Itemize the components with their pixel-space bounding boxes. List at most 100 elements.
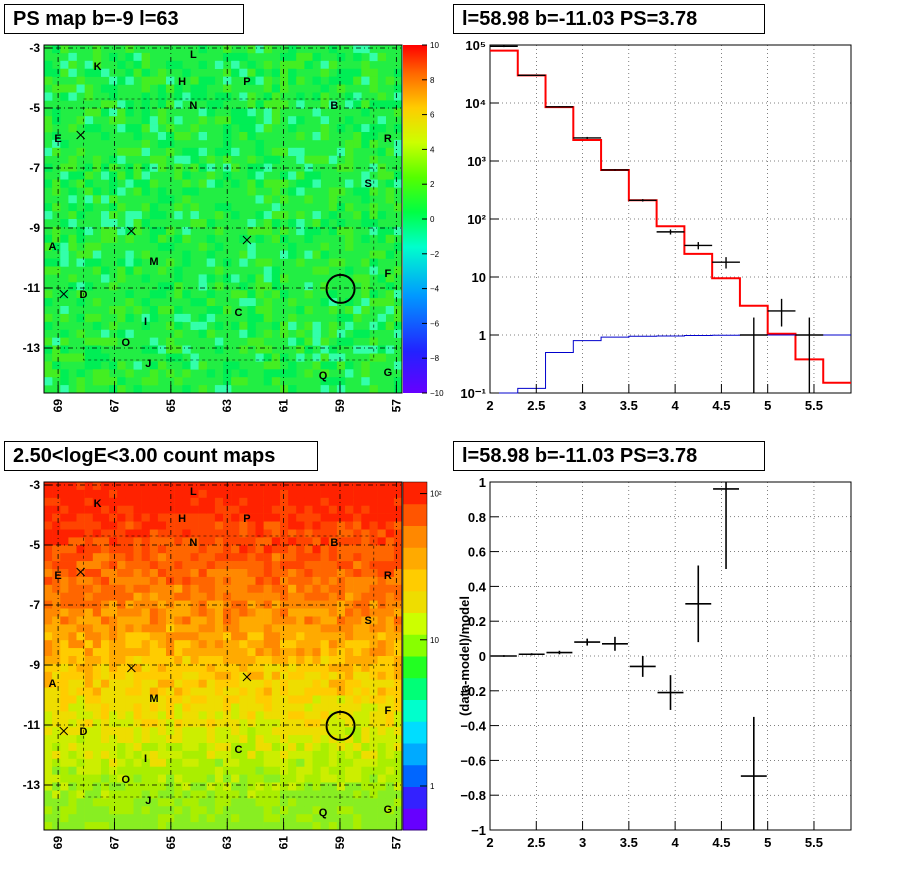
map-cell bbox=[304, 482, 313, 491]
map-cell bbox=[44, 203, 53, 212]
map-cell bbox=[182, 663, 191, 673]
map-cell bbox=[320, 703, 329, 712]
map-cell bbox=[320, 250, 329, 259]
map-cell bbox=[190, 92, 199, 101]
map-cell bbox=[247, 553, 256, 562]
map-cell bbox=[239, 561, 248, 570]
map-cell bbox=[92, 545, 102, 554]
map-cell bbox=[312, 806, 321, 815]
map-cell bbox=[76, 671, 85, 680]
map-cell bbox=[320, 298, 329, 307]
map-cell bbox=[206, 274, 216, 283]
map-cell bbox=[304, 576, 313, 586]
map-cell bbox=[353, 561, 362, 570]
map-cell bbox=[280, 624, 289, 633]
map-cell bbox=[133, 648, 142, 657]
map-cell bbox=[239, 656, 248, 665]
map-cell bbox=[198, 632, 207, 641]
map-cell bbox=[149, 806, 159, 815]
map-cell bbox=[345, 68, 354, 77]
map-cell bbox=[198, 489, 207, 499]
map-cell bbox=[296, 116, 305, 125]
map-cell bbox=[263, 632, 273, 641]
map-cell bbox=[336, 766, 346, 775]
map-cell bbox=[223, 711, 232, 720]
map-cell bbox=[271, 521, 281, 530]
map-cell bbox=[369, 545, 378, 554]
map-cell bbox=[336, 84, 346, 93]
map-cell bbox=[320, 345, 329, 354]
y-tick-label: 0.2 bbox=[468, 614, 486, 629]
map-cell bbox=[271, 671, 281, 680]
map-cell bbox=[174, 774, 183, 783]
map-cell bbox=[84, 361, 94, 370]
map-cell bbox=[76, 743, 85, 752]
map-cell bbox=[320, 497, 329, 506]
map-cell bbox=[76, 369, 85, 378]
map-cell bbox=[141, 116, 150, 125]
map-cell bbox=[76, 766, 85, 775]
map-cell bbox=[206, 806, 216, 815]
map-cell bbox=[247, 743, 256, 752]
map-cell bbox=[182, 505, 191, 514]
map-cell bbox=[296, 640, 305, 649]
map-cell bbox=[320, 822, 329, 831]
map-cell bbox=[125, 711, 134, 720]
map-cell bbox=[157, 695, 167, 704]
map-cell bbox=[206, 306, 216, 315]
map-cell bbox=[84, 489, 94, 499]
map-cell bbox=[312, 584, 321, 593]
map-cell bbox=[255, 735, 264, 744]
map-cell bbox=[117, 798, 126, 807]
map-cell bbox=[361, 211, 370, 220]
map-cell bbox=[174, 266, 183, 275]
map-cell bbox=[223, 584, 232, 593]
map-cell bbox=[336, 377, 346, 386]
map-cell bbox=[206, 774, 216, 783]
map-cell bbox=[214, 226, 224, 236]
map-cell bbox=[174, 679, 183, 688]
map-cell bbox=[44, 337, 53, 346]
map-cell bbox=[393, 513, 403, 522]
map-cell bbox=[377, 758, 386, 767]
map-cell bbox=[76, 179, 85, 188]
map-cell bbox=[369, 521, 378, 530]
map-cell bbox=[60, 179, 69, 188]
map-cell bbox=[369, 489, 378, 499]
map-cell bbox=[271, 632, 281, 641]
map-cell bbox=[149, 719, 159, 728]
map-cell bbox=[385, 711, 395, 720]
map-cell bbox=[280, 505, 289, 514]
map-cell bbox=[369, 727, 378, 736]
map-cell bbox=[263, 663, 273, 673]
map-cell bbox=[141, 616, 150, 625]
map-cell bbox=[320, 337, 329, 346]
map-cell bbox=[166, 703, 175, 712]
map-cell bbox=[117, 695, 126, 704]
map-cell bbox=[239, 758, 248, 767]
map-cell bbox=[174, 806, 183, 815]
map-cell bbox=[288, 171, 297, 180]
map-cell bbox=[117, 306, 126, 315]
map-cell bbox=[109, 219, 118, 228]
map-cell bbox=[182, 92, 191, 101]
map-cell bbox=[393, 108, 403, 117]
map-cell bbox=[223, 274, 232, 283]
map-cell bbox=[141, 624, 150, 633]
cross-marker bbox=[242, 235, 252, 245]
map-cell bbox=[345, 92, 354, 101]
map-cell bbox=[198, 505, 207, 514]
map-cell bbox=[214, 100, 224, 109]
map-cell bbox=[182, 616, 191, 625]
map-cell bbox=[288, 385, 297, 394]
map-cell bbox=[345, 679, 354, 688]
map-cell bbox=[198, 274, 207, 283]
map-cell bbox=[174, 211, 183, 220]
map-cell bbox=[76, 553, 85, 562]
map-cell bbox=[166, 640, 175, 649]
map-cell bbox=[133, 171, 142, 180]
map-cell bbox=[60, 624, 69, 633]
map-cell bbox=[239, 537, 248, 546]
map-cell bbox=[166, 561, 175, 570]
map-cell bbox=[117, 624, 126, 633]
